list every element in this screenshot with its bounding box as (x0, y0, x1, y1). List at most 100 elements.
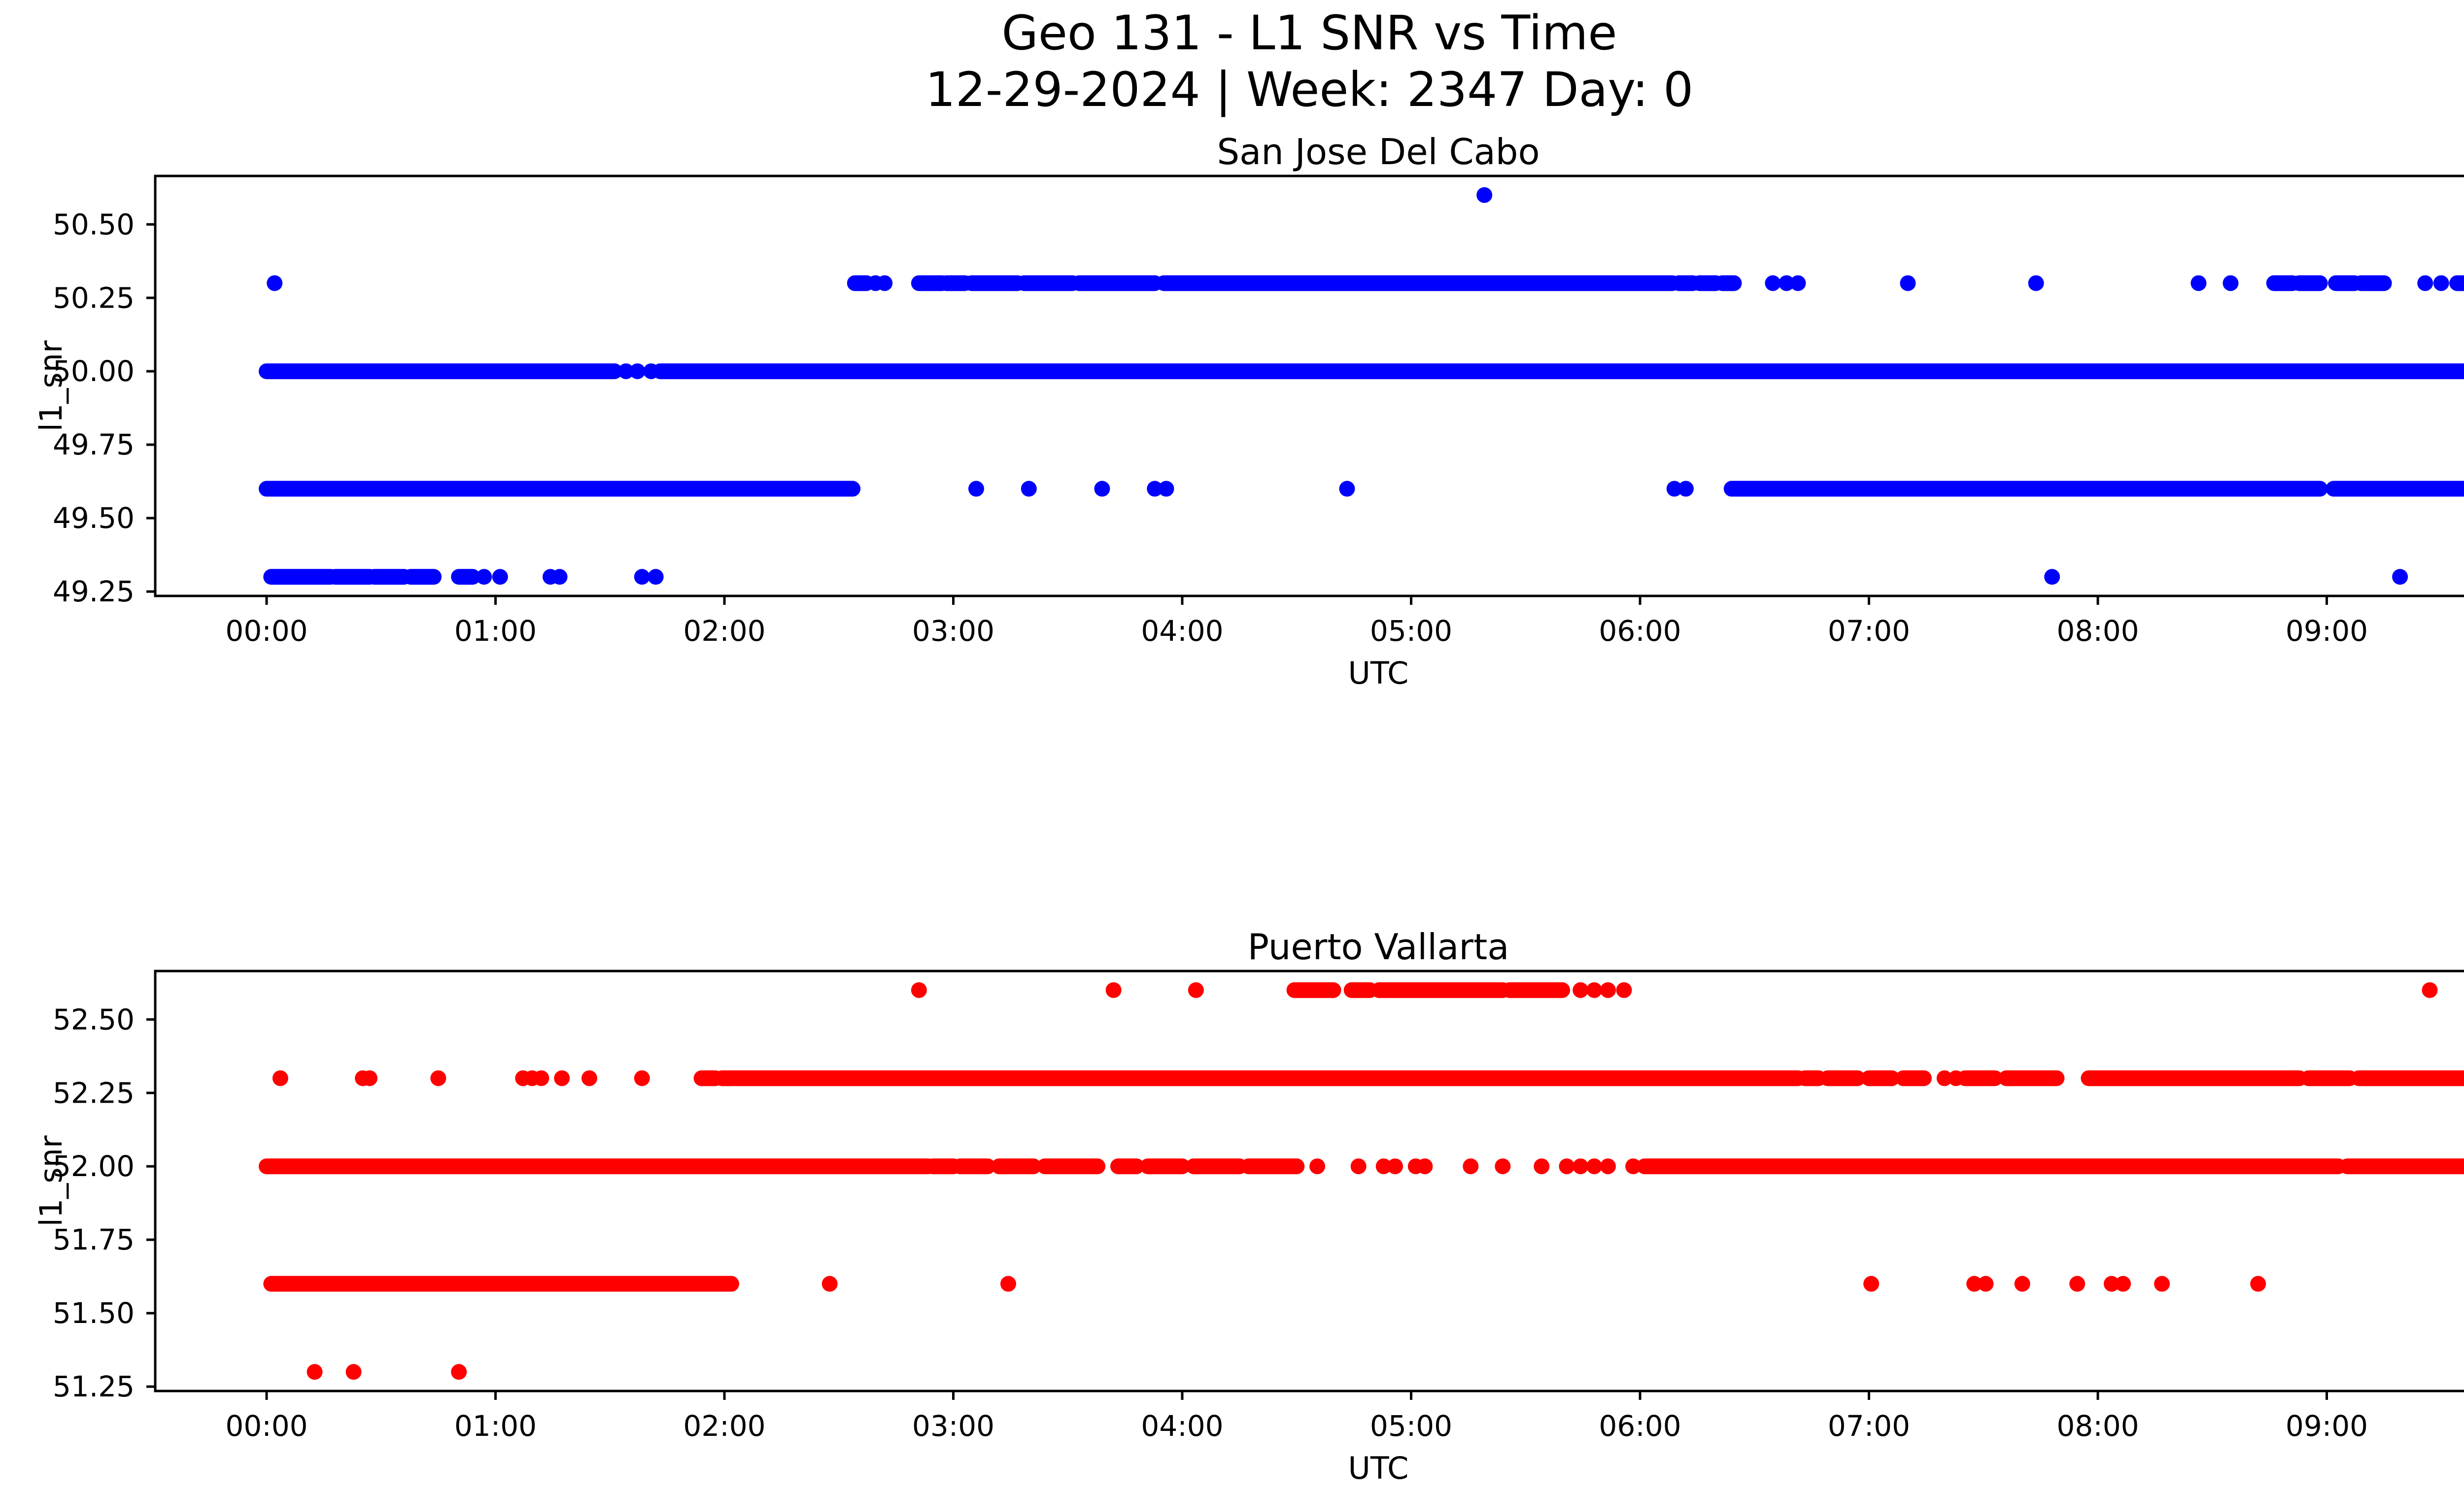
subplot-title-puerto-vallarta: Puerto Vallarta (1248, 926, 1509, 968)
scatter-run (1071, 275, 1163, 291)
figure-subtitle: 12-29-2024 | Week: 2347 Day: 0 (925, 62, 1694, 118)
scatter-point (1936, 1070, 1952, 1086)
scatter-point (476, 569, 492, 585)
scatter-run (1110, 1158, 1145, 1175)
scatter-run (2291, 275, 2328, 291)
scatter-run (1819, 1070, 1866, 1086)
scatter-point (1094, 481, 1110, 497)
scatter-point (1147, 481, 1163, 497)
x-tick-label: 06:00 (1599, 614, 1681, 648)
scatter-point (272, 1070, 288, 1086)
scatter-run (1186, 1158, 1248, 1175)
scatter-point (1586, 982, 1603, 998)
y-tick-label: 52.25 (53, 1076, 135, 1110)
scatter-run (451, 569, 481, 585)
y-tick-label: 52.50 (53, 1003, 135, 1036)
scatter-point (2190, 275, 2207, 291)
subplot-san-jose-del-cabo: San Jose Del Cabo l1_snr UTC 00:00 01:00 0… (33, 131, 2464, 691)
scatter-run (1240, 1158, 1305, 1175)
scatter-point (430, 1070, 446, 1086)
scatter-run (2300, 1070, 2358, 1086)
scatter-run (952, 1158, 996, 1175)
scatter-point (2103, 1276, 2120, 1292)
scatter-run (263, 569, 339, 585)
scatter-point (345, 1364, 362, 1380)
scatter-point (551, 569, 568, 585)
scatter-point (1158, 481, 1174, 497)
scatter-point (1966, 1276, 1983, 1292)
scatter-run (991, 1158, 1042, 1175)
x-tick-label: 03:00 (912, 1409, 994, 1443)
x-tick-label: 05:00 (1370, 614, 1452, 648)
scatter-point (1000, 1276, 1016, 1292)
y-tick-label: 49.25 (53, 575, 135, 608)
x-tick-label: 00:00 (225, 1409, 308, 1443)
scatter-run (366, 569, 412, 585)
x-tick-label: 02:00 (683, 1409, 765, 1443)
scatter-run (259, 1158, 936, 1175)
scatter-point (2154, 1276, 2170, 1292)
plot-area-bottom: 00:00 01:00 02:00 03:00 04:00 05:00 06:00 07:00… (53, 970, 2464, 1443)
scatter-run (1371, 982, 1511, 998)
scatter-point (1790, 275, 1806, 291)
scatter-point (2433, 275, 2449, 291)
scatter-point (267, 275, 283, 291)
scatter-point (2392, 569, 2408, 585)
x-tick-label: 07:00 (1828, 614, 1910, 648)
scatter-point (2115, 1276, 2131, 1292)
scatter-run (1861, 1070, 1900, 1086)
scatter-point (1559, 1158, 1575, 1175)
x-tick-label: 02:00 (683, 614, 765, 648)
axes-frame (154, 174, 2464, 597)
scatter-run (1502, 982, 1571, 998)
scatter-point (1765, 275, 1781, 291)
scatter-point (643, 363, 659, 380)
y-tick-label: 51.25 (53, 1370, 135, 1403)
scatter-run (1037, 1158, 1106, 1175)
scatter-run (1895, 1070, 1932, 1086)
scatter-point (2044, 569, 2060, 585)
scatter-run (1156, 275, 1680, 291)
scatter-point (2223, 275, 2239, 291)
x-tick-label: 06:00 (1599, 1409, 1681, 1443)
x-tick-label: 08:00 (2056, 1409, 2139, 1443)
x-tick-label: 07:00 (1828, 1409, 1910, 1443)
scatter-point (307, 1364, 323, 1380)
scatter-point (618, 363, 634, 380)
scatter-point (1309, 1158, 1326, 1175)
scatter-run (1016, 275, 1081, 291)
scatter-run (263, 1276, 739, 1292)
scatter-run (403, 569, 442, 585)
scatter-point (2069, 1276, 2086, 1292)
scatter-point (1677, 481, 1694, 497)
scatter-point (1586, 1158, 1603, 1175)
scatter-point (1375, 1158, 1392, 1175)
x-tick-label: 03:00 (912, 614, 994, 648)
scatter-point (1600, 982, 1616, 998)
scatter-run (963, 275, 1026, 291)
scatter-run (1723, 481, 2328, 497)
scatter-point (968, 481, 984, 497)
scatter-run (1637, 1158, 2346, 1175)
scatter-run (1343, 982, 1378, 998)
y-tick-label: 51.50 (53, 1296, 135, 1330)
scatter-point (1573, 982, 1589, 998)
scatter-run (1797, 1070, 1827, 1086)
subplot-puerto-vallarta: Puerto Vallarta l1_snr UTC 00:00 01:00 02:… (33, 926, 2464, 1486)
scatter-point (492, 569, 508, 585)
scatter-run (2266, 275, 2300, 291)
y-axis-label-top: l1_snr (33, 340, 69, 431)
scatter-point (1463, 1158, 1479, 1175)
scatter-point (911, 982, 927, 998)
scatter-point (1417, 1158, 1433, 1175)
scatter-point (581, 1070, 597, 1086)
scatter-run (2326, 481, 2464, 497)
x-tick-label: 01:00 (454, 1409, 537, 1443)
scatter-run (1140, 1158, 1190, 1175)
scatter-run (1998, 1070, 2065, 1086)
scatter-point (1476, 187, 1493, 203)
x-tick-label: 01:00 (454, 614, 537, 648)
figure-title: Geo 131 - L1 SNR vs Time (1002, 5, 1617, 61)
scatter-point (554, 1070, 570, 1086)
